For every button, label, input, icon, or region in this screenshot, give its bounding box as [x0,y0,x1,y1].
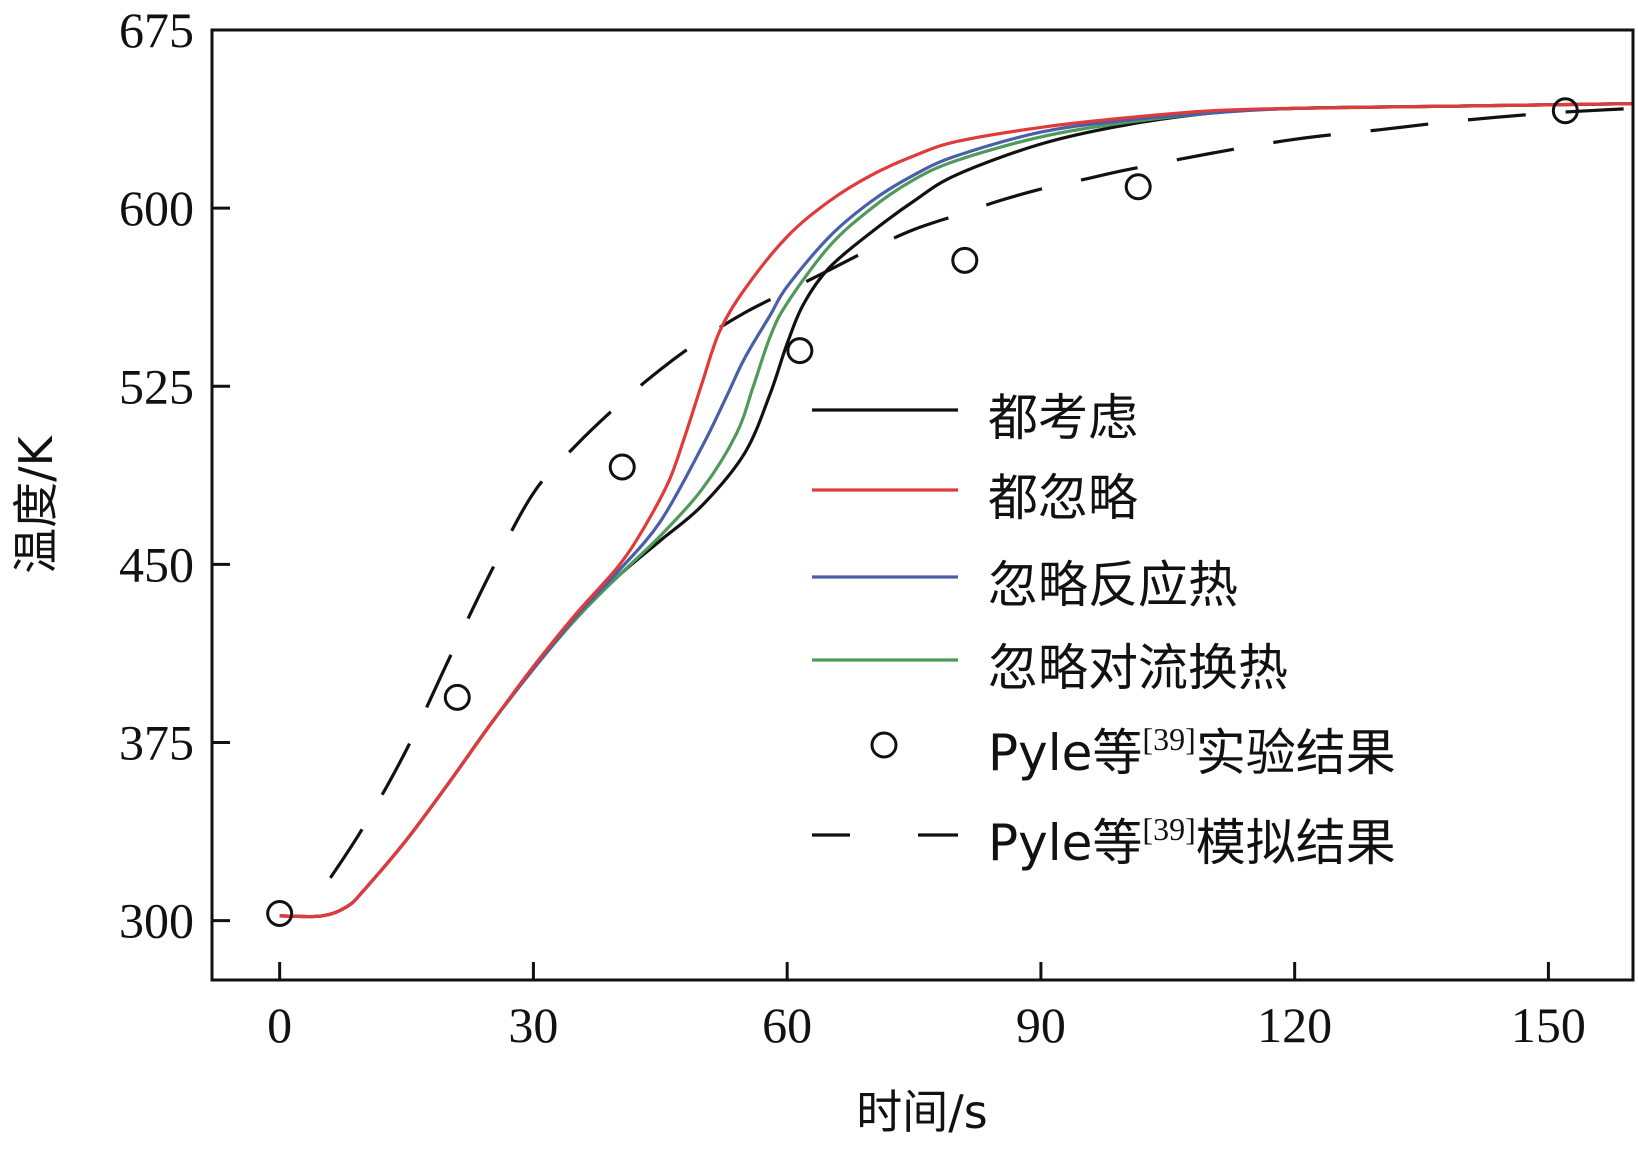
legend-label: 都考虑 [988,389,1138,447]
y-tick-label: 525 [119,358,194,414]
x-tick-label: 120 [1257,997,1332,1053]
experiment-point [786,337,814,365]
x-tick-label: 0 [267,997,292,1053]
legend-label: Pyle等[39]实验结果 [988,721,1396,782]
series-markers [266,97,1579,927]
x-axis-ticks: 0 30 60 90 120 150 [267,962,1586,1053]
y-tick-label: 375 [119,715,194,771]
x-tick-label: 150 [1511,997,1586,1053]
x-axis-title: 时间/s [856,1085,987,1139]
plot-frame [210,28,1635,982]
experiment-point [1551,97,1579,125]
y-axis-title: 温度/K [9,434,63,573]
x-tick-label: 30 [508,997,558,1053]
legend-label: Pyle等[39]模拟结果 [988,811,1396,872]
y-tick-label: 450 [119,536,194,592]
experiment-point [608,453,636,481]
legend-label: 忽略对流换热 [988,639,1288,697]
experiment-point [951,246,979,274]
experiment-point [443,683,471,711]
experiment-point [1124,173,1152,201]
legend-label: 都忽略 [988,469,1138,527]
legend-marker [870,731,898,759]
legend-label: 忽略反应热 [988,556,1238,614]
y-tick-label: 675 [119,2,194,58]
y-axis-ticks: 300 375 450 525 600 675 [119,2,230,949]
y-tick-label: 600 [119,180,194,236]
series-line-5 [329,106,1634,879]
x-tick-label: 90 [1016,997,1066,1053]
x-tick-label: 60 [762,997,812,1053]
series-line-1 [279,102,1634,919]
series-lines [279,102,1634,919]
experiment-point [266,900,294,927]
y-tick-label: 300 [119,893,194,949]
